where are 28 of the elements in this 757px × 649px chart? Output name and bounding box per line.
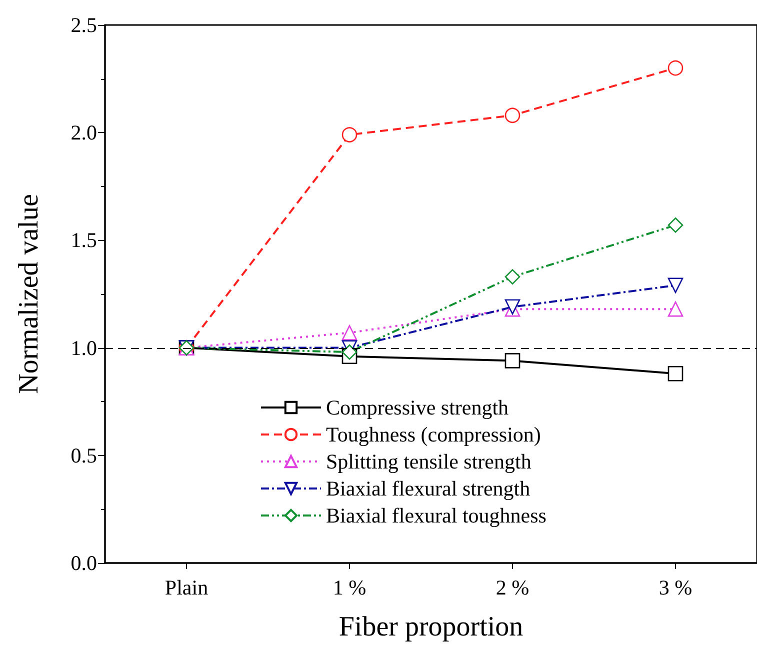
point bbox=[342, 127, 358, 142]
point bbox=[668, 278, 684, 294]
legend-label: Biaxial flexural strength bbox=[326, 476, 531, 500]
point bbox=[504, 269, 520, 284]
point bbox=[668, 217, 684, 233]
y-tick-label: 2.5 bbox=[70, 13, 97, 37]
y-tick-label: 0.0 bbox=[70, 551, 97, 575]
legend-label: Biaxial flexural toughness bbox=[326, 504, 546, 528]
y-axis-title: Normalized value bbox=[14, 194, 44, 394]
point bbox=[342, 325, 358, 340]
legend-label: Compressive strength bbox=[326, 396, 510, 420]
point bbox=[668, 301, 684, 317]
point bbox=[504, 353, 520, 368]
legend-label: Toughness (compression) bbox=[326, 422, 541, 446]
x-tick-label: Plain bbox=[164, 576, 209, 600]
x-tick-label: 2 % bbox=[496, 576, 530, 600]
x-axis-title: Fiber proportion bbox=[338, 612, 524, 642]
point bbox=[668, 366, 684, 382]
legend-label: Splitting tensile strength bbox=[326, 450, 532, 474]
y-tick-label: 1.5 bbox=[70, 228, 97, 252]
y-tick-label: 2.0 bbox=[70, 120, 97, 145]
point bbox=[504, 108, 520, 124]
x-tick-label: 3 % bbox=[658, 576, 692, 600]
y-tick-label: 0.5 bbox=[70, 443, 97, 468]
y-tick-label: 1.0 bbox=[70, 336, 97, 360]
x-tick-label: 1 % bbox=[332, 576, 366, 600]
point bbox=[668, 60, 684, 76]
point bbox=[342, 344, 358, 360]
